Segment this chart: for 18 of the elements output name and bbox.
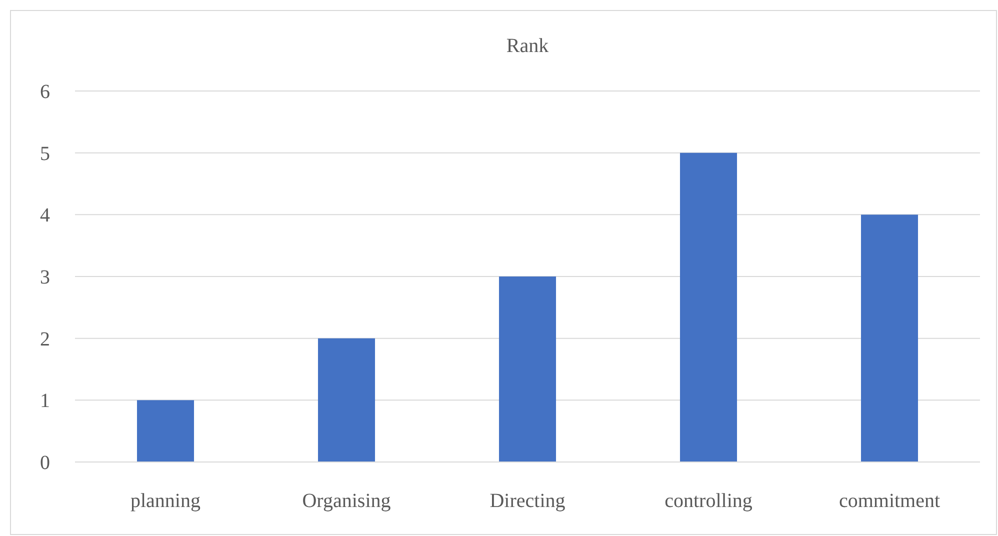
y-tick-label: 5 [40, 142, 50, 165]
x-tick-label: Directing [490, 490, 566, 512]
y-tick-label: 2 [40, 328, 50, 350]
y-tick-label: 1 [40, 390, 50, 412]
bar [136, 400, 194, 462]
y-tick-label: 6 [40, 81, 50, 103]
bar [498, 276, 556, 462]
chart-title: Rank [506, 35, 549, 57]
y-tick-label: 0 [40, 452, 50, 474]
bar [680, 152, 738, 462]
y-tick-label: 3 [40, 266, 50, 288]
bar [860, 214, 918, 462]
bar [318, 338, 376, 462]
x-tick-label: controlling [664, 490, 752, 512]
x-tick-label: Organising [302, 490, 391, 512]
y-tick-label: 4 [40, 204, 50, 227]
x-tick-label: planning [130, 490, 200, 512]
x-tick-label: commitment [838, 490, 940, 512]
